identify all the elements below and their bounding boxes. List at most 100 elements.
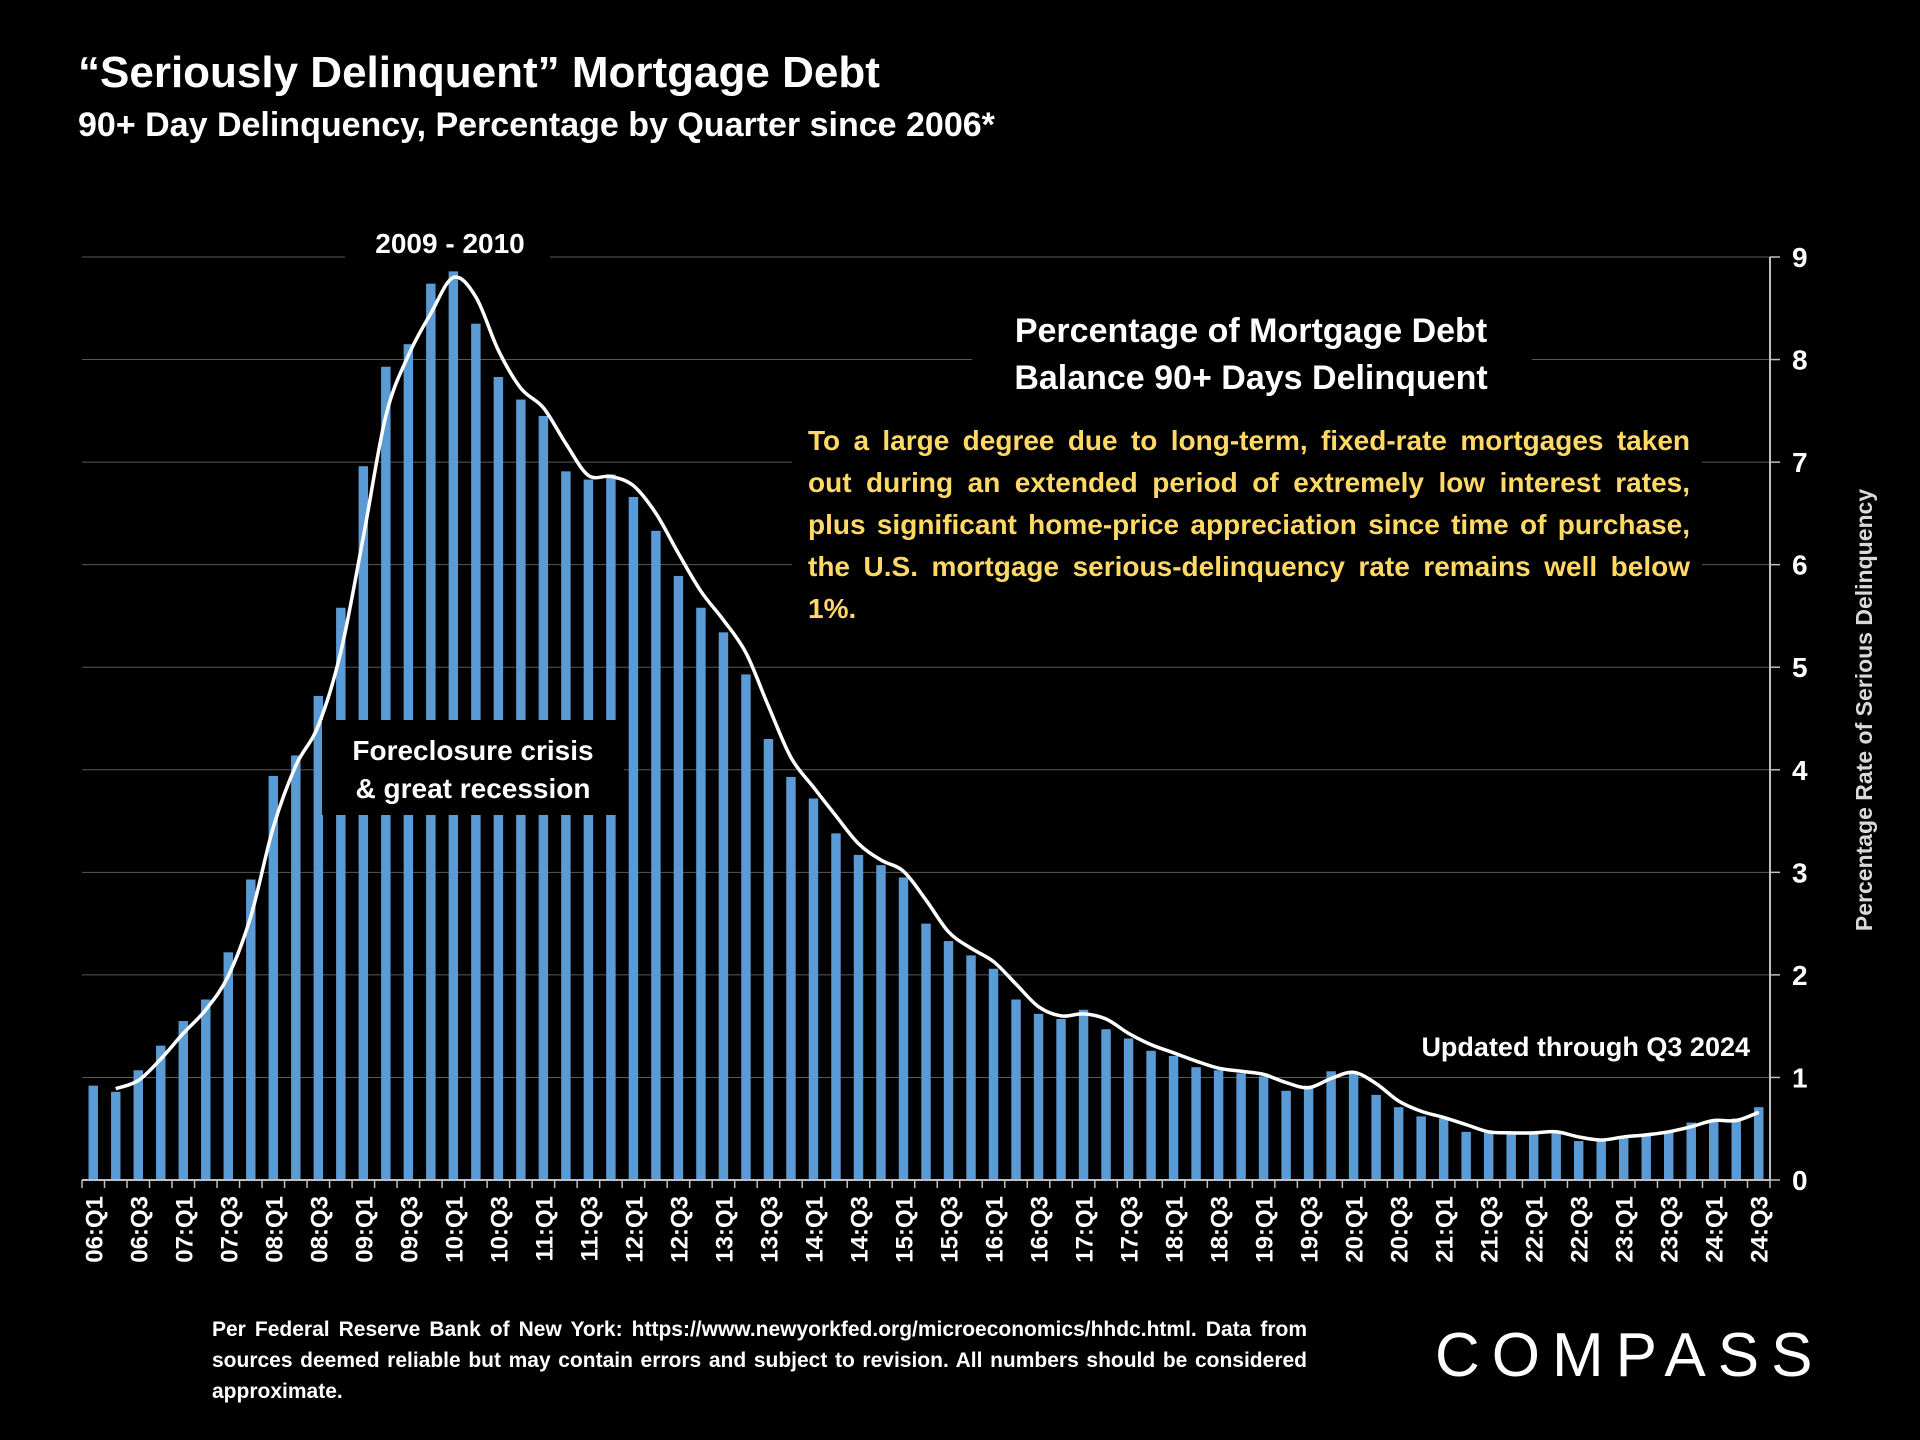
bar (1258, 1076, 1269, 1180)
chart-title: “Seriously Delinquent” Mortgage Debt (78, 48, 880, 97)
bar (763, 739, 774, 1180)
x-tick-labels: 06:Q1 06:Q3 07:Q1 07:Q3 08:Q1 08:Q3 09:Q1 09:Q3… (81, 1196, 1773, 1263)
x-tick-label: 16:Q1 (982, 1196, 1009, 1263)
compass-logo: COMPASS (1435, 1321, 1825, 1390)
label-bg (345, 226, 550, 264)
bar (1709, 1119, 1719, 1180)
y-tick-label: 8 (1792, 345, 1808, 376)
bar (1618, 1135, 1629, 1180)
bar (741, 674, 751, 1180)
x-tick-label: 11:Q3 (576, 1196, 603, 1261)
bar (358, 466, 369, 1180)
y-tick-label: 1 (1792, 1062, 1808, 1093)
bar (1146, 1050, 1156, 1180)
bar (853, 854, 864, 1180)
x-tick-label: 23:Q1 (1612, 1196, 1639, 1263)
x-tick-label: 15:Q3 (937, 1196, 964, 1263)
bar (1506, 1132, 1516, 1180)
bar (583, 479, 594, 1181)
x-tick-label: 15:Q1 (891, 1196, 918, 1263)
x-tick-label: 09:Q3 (396, 1196, 423, 1263)
x-tick-label: 16:Q3 (1027, 1196, 1054, 1263)
bar (133, 1070, 143, 1180)
bar (156, 1045, 166, 1180)
bar (223, 952, 234, 1180)
bar (1348, 1073, 1359, 1180)
source-footnote: Per Federal Reserve Bank of New York: ht… (212, 1318, 1307, 1403)
x-tick-label: 18:Q1 (1162, 1196, 1189, 1263)
bar (966, 955, 976, 1180)
bar (1641, 1133, 1651, 1180)
x-tick-label: 21:Q3 (1477, 1196, 1504, 1263)
x-tick-label: 13:Q3 (756, 1196, 783, 1263)
bar (1461, 1131, 1471, 1180)
axes (81, 256, 1780, 1188)
x-tick-label: 24:Q1 (1702, 1196, 1729, 1263)
bar (1596, 1138, 1606, 1180)
label-bg (972, 300, 1532, 403)
bar (1754, 1107, 1764, 1180)
bar (1281, 1090, 1291, 1180)
bar (88, 1085, 98, 1180)
y-tick-label: 2 (1792, 960, 1808, 991)
bar (808, 798, 819, 1180)
bar (1168, 1055, 1179, 1180)
bar (1191, 1067, 1201, 1180)
bar (718, 632, 729, 1180)
bar (313, 695, 324, 1180)
x-tick-label: 17:Q3 (1117, 1196, 1144, 1263)
bar (831, 833, 841, 1180)
x-tick-label: 23:Q3 (1657, 1196, 1684, 1263)
y-tick-label: 9 (1792, 242, 1808, 273)
bar (1213, 1070, 1224, 1180)
bar (1551, 1132, 1561, 1180)
bar (1483, 1132, 1494, 1180)
x-tick-label: 12:Q3 (666, 1196, 693, 1263)
bar (1033, 1013, 1044, 1180)
bar (201, 999, 211, 1180)
peak-label: 2009 - 2010 (375, 228, 524, 259)
x-tick-label: 09:Q1 (351, 1196, 378, 1263)
x-tick-label: 10:Q1 (441, 1196, 468, 1263)
x-tick-label: 06:Q3 (126, 1196, 153, 1263)
bar (1731, 1118, 1741, 1180)
label-backgrounds (345, 226, 1762, 1070)
y-axis-title: Percentage Rate of Serious Delinquency (1851, 489, 1877, 931)
label-bg (792, 410, 1702, 635)
bar (291, 755, 301, 1180)
chart-label-line1: Percentage of Mortgage Debt (1015, 312, 1487, 350)
y-tick-label: 6 (1792, 550, 1808, 581)
label-bg (1390, 1025, 1762, 1070)
bar (921, 923, 931, 1180)
x-tick-label: 22:Q3 (1567, 1196, 1594, 1263)
x-tick-label: 11:Q1 (531, 1196, 558, 1261)
bar (1371, 1094, 1381, 1180)
bar (1123, 1038, 1134, 1180)
crisis-label-line1: Foreclosure crisis (352, 735, 593, 766)
x-tick-label: 07:Q3 (216, 1196, 243, 1263)
bar (786, 776, 796, 1180)
chart-label-line2: Balance 90+ Days Delinquent (1014, 359, 1487, 397)
bar (606, 474, 616, 1180)
x-tick-label: 19:Q3 (1297, 1196, 1324, 1263)
bar (1011, 999, 1021, 1180)
x-tick-label: 14:Q1 (801, 1196, 828, 1263)
bar (1393, 1107, 1404, 1180)
bar (561, 471, 571, 1180)
bar (1056, 1018, 1066, 1180)
bar (673, 575, 684, 1180)
annotation-masks (322, 720, 624, 815)
bar (696, 607, 706, 1180)
bar (1528, 1132, 1539, 1180)
trend-line (115, 275, 1760, 1142)
bar (651, 530, 661, 1180)
bar (1303, 1085, 1314, 1180)
chart-subtitle: 90+ Day Delinquency, Percentage by Quart… (78, 106, 995, 144)
x-tick-label: 20:Q1 (1342, 1196, 1369, 1263)
y-tick-labels: 0 1 2 3 4 5 6 7 8 9 (1792, 242, 1808, 1196)
bar (876, 865, 886, 1180)
bar (628, 496, 639, 1181)
bar (1236, 1073, 1246, 1180)
crisis-label-bg (322, 720, 624, 815)
